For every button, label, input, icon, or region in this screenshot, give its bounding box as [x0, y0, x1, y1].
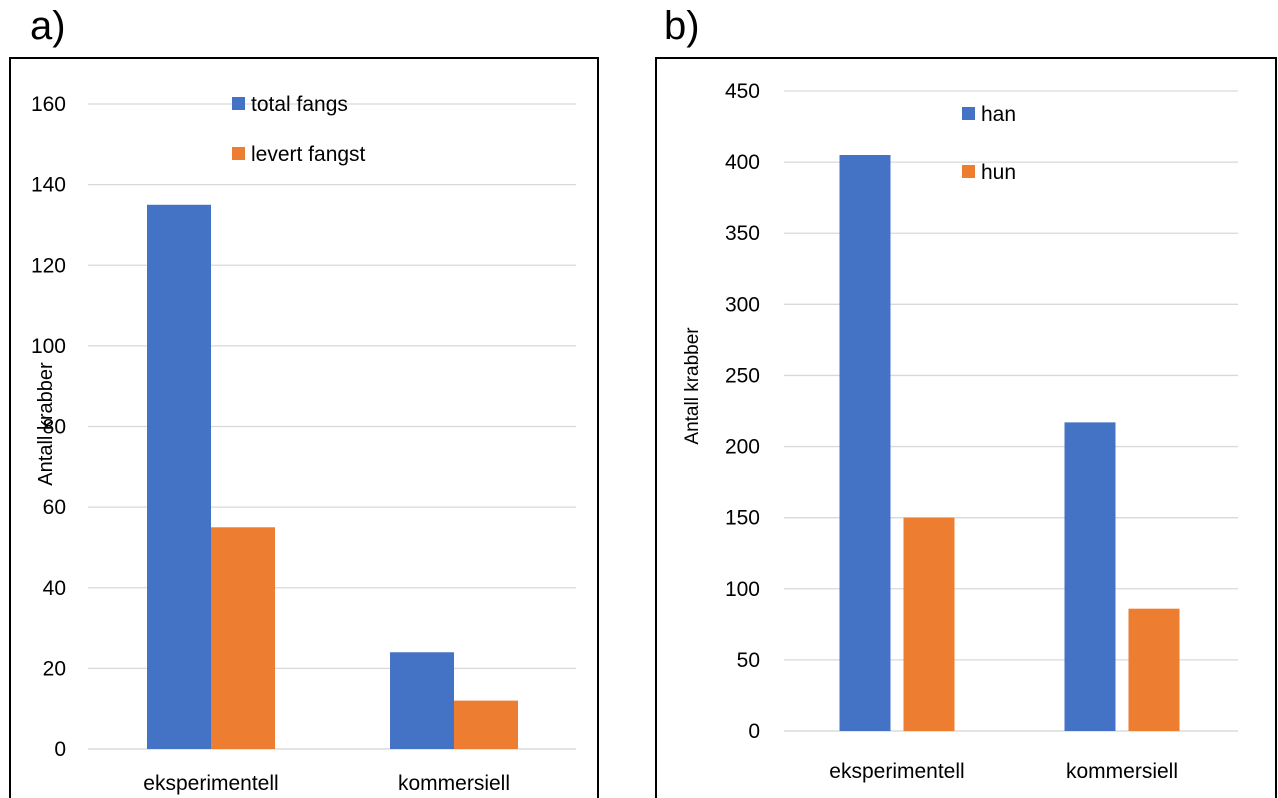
chart-a-x-ticks: eksperimentell kommersiell	[143, 772, 510, 795]
chart-a-bars	[147, 204, 518, 749]
chart-b-legend-label-hun: hun	[981, 161, 1016, 184]
chart-a-x-tick-label: eksperimentell	[143, 772, 278, 795]
chart-a-y-tick-label: 20	[43, 657, 66, 680]
chart-a-y-ticks: 0 20 40 60 80 100 120 140 160	[31, 93, 66, 761]
chart-b-bar-series2	[1128, 608, 1180, 731]
chart-a-legend-swatch-total	[232, 97, 245, 110]
chart-b-y-tick-label: 300	[725, 293, 760, 316]
chart-b-y-tick-label: 200	[725, 436, 760, 459]
chart-b-y-tick-label: 50	[737, 649, 760, 672]
chart-b-y-tick-label: 250	[725, 364, 760, 387]
chart-a-y-tick-label: 100	[31, 335, 66, 358]
chart-a-x-tick-label: kommersiell	[398, 772, 510, 795]
chart-b-legend-label-han: han	[981, 103, 1016, 126]
chart-b-y-tick-label: 400	[725, 151, 760, 174]
chart-b-frame	[655, 57, 1277, 798]
chart-a-legend-label-total: total fangs	[251, 93, 348, 116]
chart-b-legend: han hun	[962, 103, 1016, 184]
chart-b-bar-series1	[839, 155, 891, 731]
chart-a-frame	[9, 57, 599, 798]
chart-a-y-tick-label: 140	[31, 174, 66, 197]
chart-a-bar-series2	[454, 700, 518, 749]
chart-a: 0 20 40 60 80 100 120 140 160 eksperimentell komm…	[9, 57, 599, 798]
chart-a-legend-label-levert: levert fangst	[251, 143, 366, 166]
chart-b-x-ticks: eksperimentell kommersiell	[829, 760, 1178, 783]
chart-b-y-tick-label: 150	[725, 507, 760, 530]
panel-b-label: b)	[664, 4, 700, 48]
chart-b-y-ticks: 0 50 100 150 200 250 300 350 400 450	[725, 80, 760, 743]
chart-a-bar-series1	[390, 652, 454, 749]
chart-b-legend-swatch-hun	[962, 165, 975, 178]
panel-a-label: a)	[30, 4, 66, 48]
chart-a-y-tick-label: 40	[43, 577, 66, 600]
chart-a-y-tick-label: 0	[54, 738, 66, 761]
chart-b-y-tick-label: 350	[725, 222, 760, 245]
chart-b-y-axis-label: Antall krabber	[682, 327, 703, 445]
chart-b-bar-series1	[1064, 422, 1116, 731]
chart-b-x-tick-label: kommersiell	[1066, 760, 1178, 783]
chart-b-x-tick-label: eksperimentell	[829, 760, 964, 783]
chart-a-y-tick-label: 120	[31, 254, 66, 277]
chart-b-bar-series2	[903, 517, 955, 731]
chart-a-y-tick-label: 60	[43, 496, 66, 519]
chart-b-bars	[839, 155, 1180, 731]
chart-b: 0 50 100 150 200 250 300 350 400 450 eksperimente…	[655, 57, 1277, 798]
chart-a-legend-swatch-levert	[232, 147, 245, 160]
chart-a-bar-series1	[147, 204, 211, 749]
chart-a-y-tick-label: 80	[43, 416, 66, 439]
chart-a-bar-series2	[211, 527, 275, 749]
chart-b-y-tick-label: 0	[748, 720, 760, 743]
chart-b-y-tick-label: 450	[725, 80, 760, 103]
chart-a-y-tick-label: 160	[31, 93, 66, 116]
chart-a-legend: total fangs levert fangst	[232, 93, 366, 166]
chart-b-legend-swatch-han	[962, 107, 975, 120]
chart-a-y-axis-label: Antall krabber	[35, 362, 57, 486]
chart-b-y-tick-label: 100	[725, 578, 760, 601]
